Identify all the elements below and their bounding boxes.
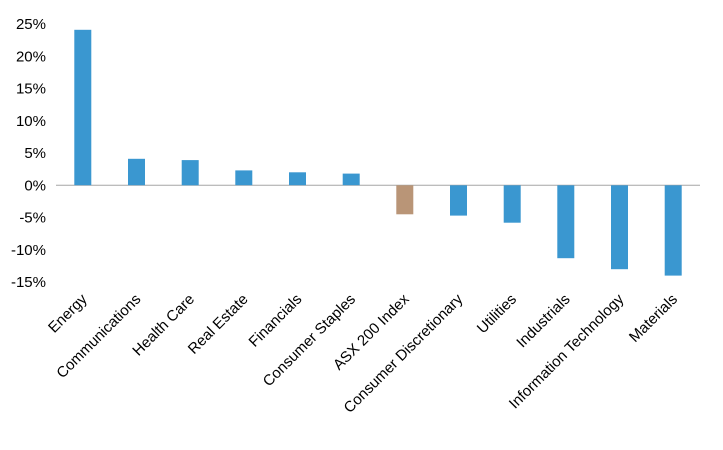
y-tick-label: -10% — [11, 242, 46, 259]
category-label: Materials — [626, 291, 681, 346]
y-tick-label: 10% — [16, 113, 46, 130]
bar — [74, 29, 92, 186]
bar — [611, 185, 628, 270]
bar — [342, 173, 360, 186]
y-tick-label: -15% — [11, 274, 46, 291]
category-label: Energy — [45, 290, 91, 336]
y-tick-label: -5% — [19, 210, 46, 227]
y-tick-label: 25% — [16, 16, 46, 33]
bar — [664, 185, 682, 276]
bar — [128, 158, 145, 186]
bar — [289, 172, 306, 186]
bar — [557, 185, 575, 259]
y-tick-label: 5% — [24, 145, 46, 162]
bars — [74, 29, 682, 276]
bar — [450, 185, 467, 216]
y-tick-label: 20% — [16, 48, 46, 65]
bar — [503, 185, 521, 223]
category-label: Consumer Staples — [260, 291, 359, 390]
category-label: Utilities — [474, 291, 520, 337]
bar — [181, 160, 199, 186]
y-tick-label: 15% — [16, 81, 46, 98]
y-tick-label: 0% — [24, 177, 46, 194]
y-axis-ticks: 25% 20% 15% 10% 5% 0% -5% -10% -15% — [11, 16, 46, 291]
bar — [235, 170, 253, 186]
bar — [396, 185, 414, 215]
